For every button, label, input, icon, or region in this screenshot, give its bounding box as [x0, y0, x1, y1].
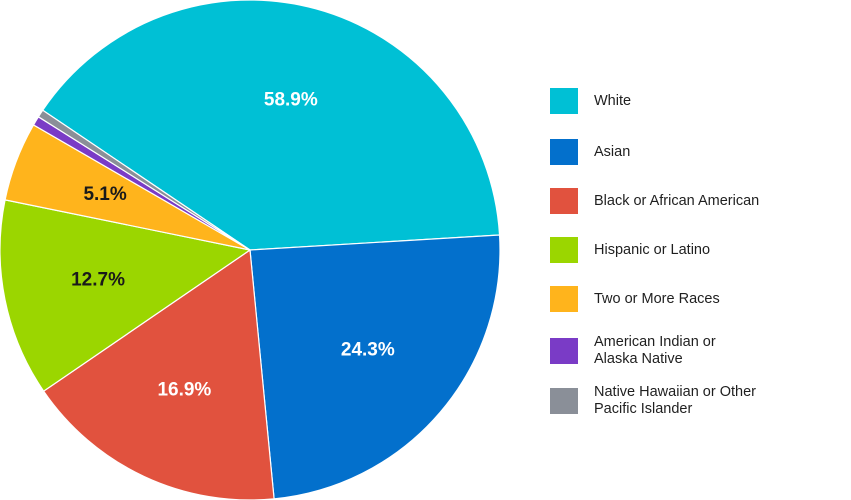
legend-label-native-hawaiian: Native Hawaiian or Other Pacific Islande…	[594, 384, 756, 417]
pie-slice-hispanic-or-latino	[0, 199, 251, 392]
legend-label-white: White	[594, 92, 632, 109]
pie-slice-asian	[249, 234, 501, 500]
legend-label-two-or-more: Two or More Races	[594, 290, 720, 307]
legend-swatch-native-hawaiian	[550, 388, 578, 414]
legend-item-native-hawaiian: Native Hawaiian or Other Pacific Islande…	[550, 384, 756, 418]
pie-chart: 58.9% 24.3% 16.9% 12.7% 5.1%	[0, 0, 501, 500]
pie-slice-native-hawaiian-or-other-pacific-islander	[37, 109, 251, 251]
legend-label-black: Black or African American	[594, 192, 760, 209]
slice-label-hispanic-or-latino: 12.7%	[71, 270, 125, 291]
slice-label-asian: 24.3%	[341, 340, 395, 361]
slice-label-two-or-more-races: 5.1%	[83, 184, 126, 205]
slice-label-black-or-african-american: 16.9%	[157, 379, 211, 400]
legend-swatch-american-indian	[550, 338, 578, 364]
legend-item-two-or-more: Two or More Races	[550, 286, 720, 312]
legend-swatch-black	[550, 188, 578, 214]
legend-item-asian: Asian	[550, 139, 630, 165]
legend-label-american-indian: American Indian or Alaska Native	[594, 334, 716, 367]
slice-label-white: 58.9%	[264, 89, 318, 110]
pie-slice-white	[42, 0, 501, 251]
legend-swatch-two-or-more	[550, 286, 578, 312]
pie-slices	[0, 0, 501, 500]
legend-item-black: Black or African American	[550, 188, 759, 214]
pie-slice-labels: 58.9% 24.3% 16.9% 12.7% 5.1%	[71, 89, 395, 400]
legend-swatch-asian	[550, 139, 578, 165]
legend-item-american-indian: American Indian or Alaska Native	[550, 334, 716, 368]
legend-swatch-hispanic	[550, 237, 578, 263]
legend-item-white: White	[550, 88, 631, 114]
legend-swatch-white	[550, 88, 578, 114]
legend-label-asian: Asian	[594, 143, 631, 160]
legend-item-hispanic: Hispanic or Latino	[550, 237, 710, 263]
legend-label-hispanic: Hispanic or Latino	[594, 241, 711, 258]
